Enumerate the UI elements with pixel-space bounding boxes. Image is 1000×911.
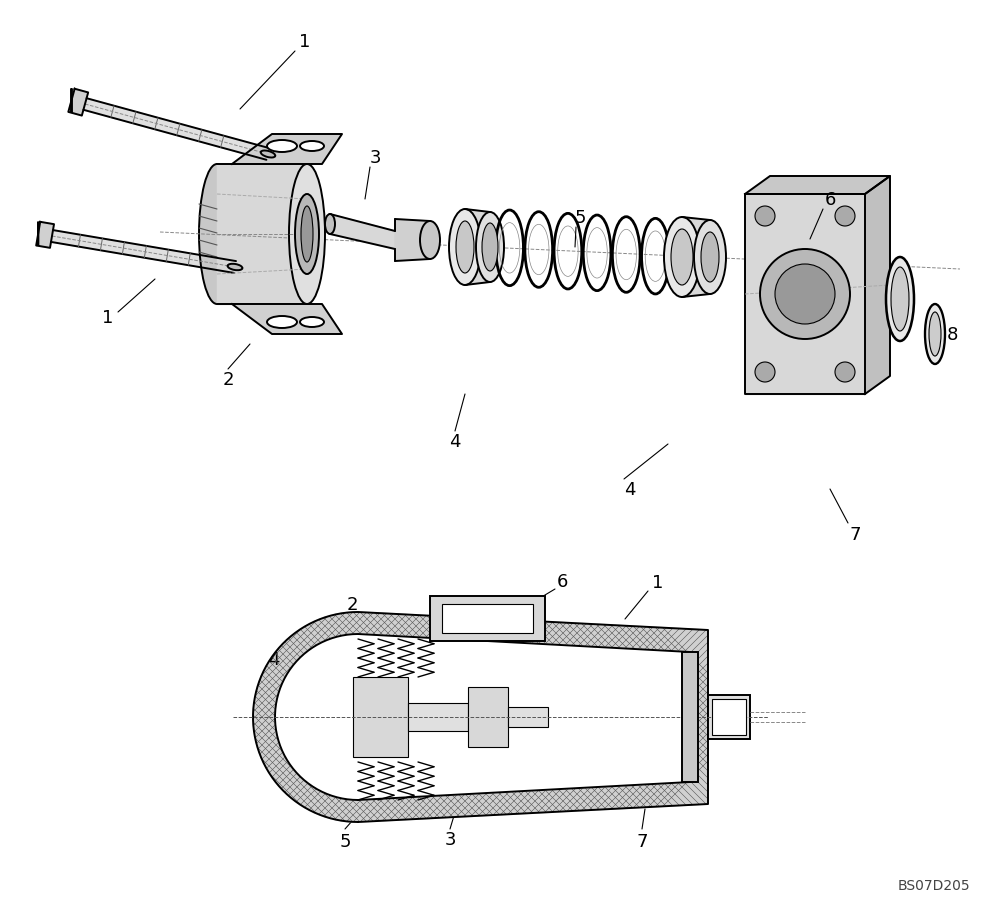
Text: 4: 4: [268, 650, 280, 669]
Bar: [708, 695, 750, 739]
Text: 7: 7: [636, 832, 648, 850]
Bar: [468, 687, 508, 747]
Bar: [430, 597, 545, 641]
Circle shape: [835, 207, 855, 227]
Circle shape: [760, 250, 850, 340]
Ellipse shape: [267, 141, 297, 153]
Text: 5: 5: [339, 832, 351, 850]
Ellipse shape: [891, 268, 909, 332]
Ellipse shape: [456, 221, 474, 273]
Ellipse shape: [925, 304, 945, 364]
Circle shape: [835, 363, 855, 383]
Polygon shape: [68, 89, 88, 117]
Circle shape: [775, 265, 835, 324]
Polygon shape: [51, 230, 236, 273]
Polygon shape: [745, 177, 890, 195]
Text: 7: 7: [849, 526, 861, 543]
Ellipse shape: [701, 232, 719, 282]
Bar: [712, 700, 746, 735]
Ellipse shape: [671, 230, 693, 286]
Polygon shape: [232, 304, 342, 334]
Text: 5: 5: [574, 209, 586, 227]
Text: 1: 1: [102, 309, 114, 327]
Ellipse shape: [664, 218, 700, 298]
Text: 4: 4: [449, 433, 461, 451]
Ellipse shape: [886, 258, 914, 342]
Text: 6: 6: [556, 572, 568, 590]
Polygon shape: [865, 177, 890, 394]
Text: BS07D205: BS07D205: [897, 878, 970, 892]
Ellipse shape: [301, 207, 313, 262]
Ellipse shape: [300, 142, 324, 152]
Ellipse shape: [300, 318, 324, 328]
Bar: [353, 677, 408, 757]
Polygon shape: [232, 135, 342, 165]
Text: 1: 1: [652, 573, 664, 591]
Ellipse shape: [289, 165, 325, 304]
Ellipse shape: [295, 195, 319, 275]
Polygon shape: [36, 222, 54, 249]
Bar: [508, 707, 548, 727]
Polygon shape: [330, 215, 395, 250]
Text: 8: 8: [708, 712, 720, 731]
Ellipse shape: [694, 220, 726, 294]
Text: 4: 4: [624, 480, 636, 498]
Ellipse shape: [267, 317, 297, 329]
Circle shape: [755, 363, 775, 383]
Text: 8: 8: [946, 325, 958, 343]
Text: 2: 2: [346, 596, 358, 613]
Ellipse shape: [228, 264, 242, 271]
Polygon shape: [465, 210, 490, 286]
Ellipse shape: [482, 224, 498, 271]
Ellipse shape: [261, 151, 275, 159]
Polygon shape: [83, 99, 270, 160]
Bar: [682, 652, 698, 783]
Polygon shape: [275, 634, 690, 800]
Ellipse shape: [325, 215, 335, 235]
Text: 3: 3: [369, 148, 381, 167]
Polygon shape: [395, 220, 430, 261]
Ellipse shape: [199, 165, 235, 304]
Polygon shape: [253, 612, 708, 822]
Circle shape: [755, 207, 775, 227]
Ellipse shape: [476, 213, 504, 282]
Polygon shape: [745, 195, 865, 394]
Bar: [442, 604, 533, 633]
Ellipse shape: [929, 312, 941, 356]
Polygon shape: [217, 165, 307, 304]
Text: 6: 6: [824, 190, 836, 209]
Bar: [408, 703, 468, 732]
Text: 2: 2: [222, 371, 234, 389]
Ellipse shape: [420, 221, 440, 260]
Ellipse shape: [449, 210, 481, 286]
Text: 3: 3: [444, 830, 456, 848]
Polygon shape: [682, 218, 710, 298]
Text: 1: 1: [299, 33, 311, 51]
